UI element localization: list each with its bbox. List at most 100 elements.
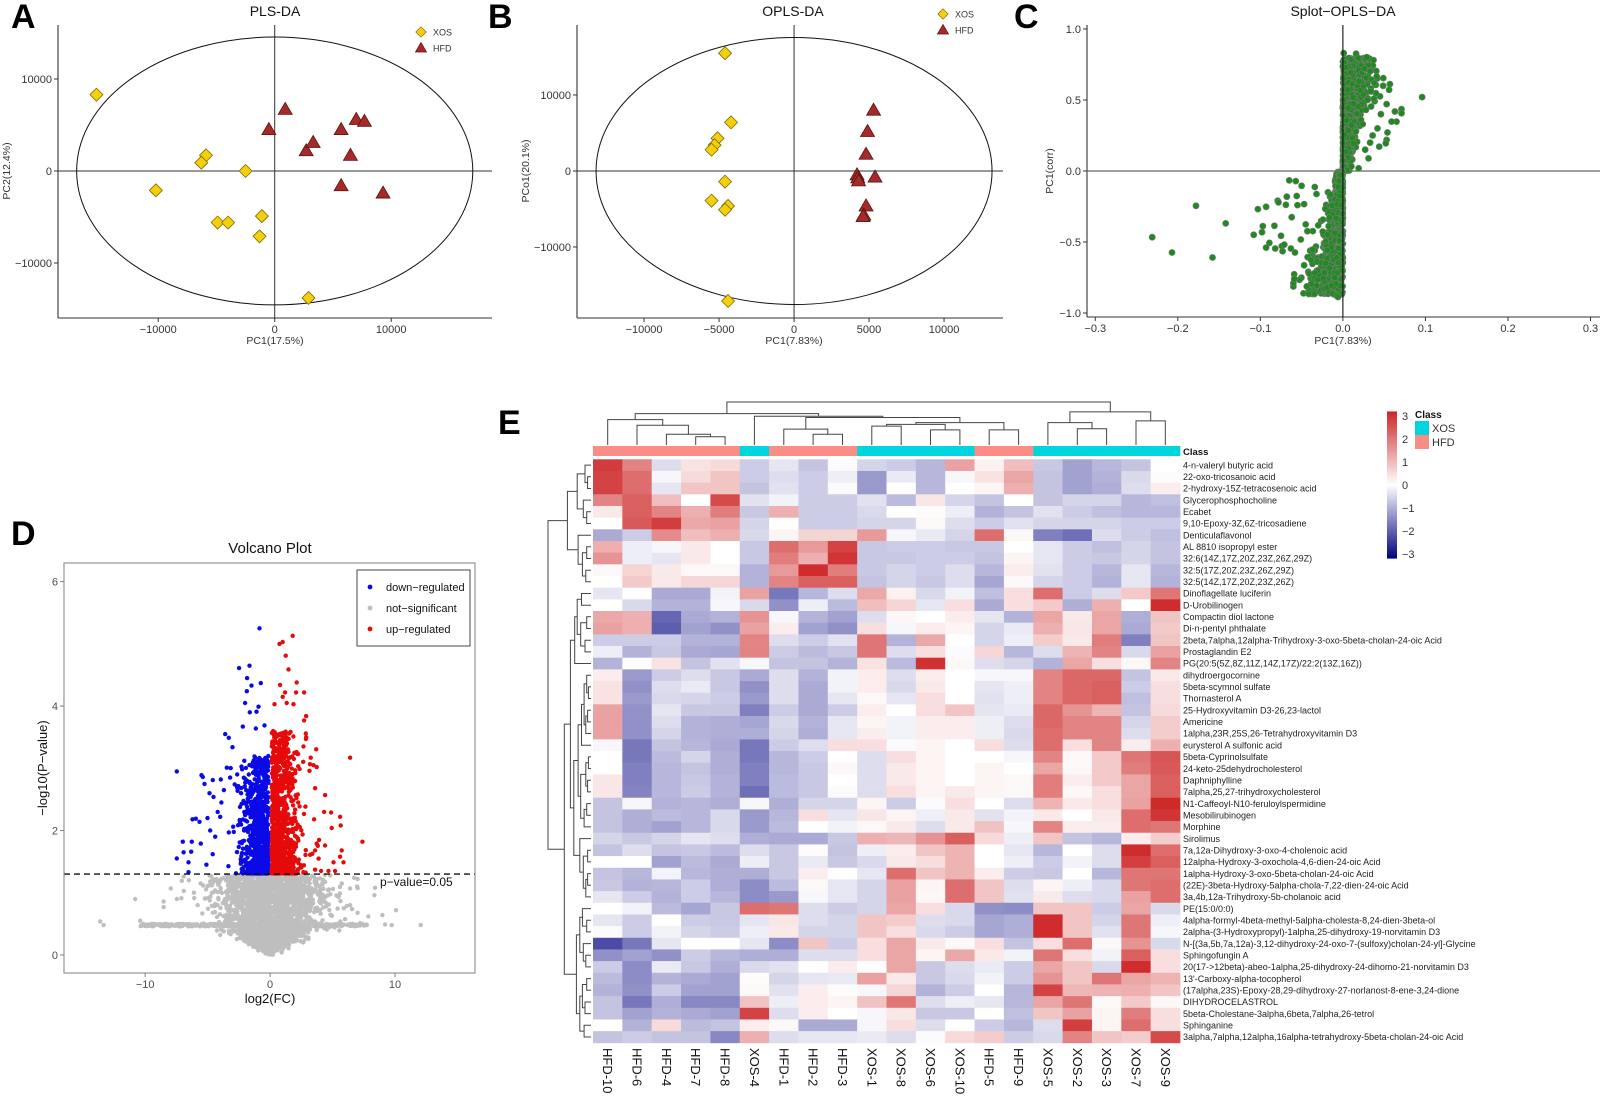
data-point (202, 896, 207, 901)
x-axis-label: PC1(7.83%) (1314, 335, 1371, 347)
data-point (1331, 229, 1339, 237)
data-point (248, 932, 253, 938)
data-point (165, 923, 170, 928)
data-point (208, 921, 214, 927)
data-point (297, 922, 302, 928)
data-point (325, 893, 330, 898)
data-point (264, 942, 269, 947)
data-point (332, 925, 337, 930)
data-point (335, 906, 340, 911)
data-point (205, 906, 211, 911)
data-point-triangle (855, 208, 871, 223)
data-point (1271, 245, 1279, 252)
series-xos (89, 87, 316, 306)
data-point (1391, 108, 1399, 115)
legend-marker-triangle (414, 41, 428, 53)
data-point (318, 911, 323, 916)
data-point (336, 893, 341, 899)
data-point (271, 908, 276, 913)
data-point (273, 904, 279, 909)
data-point (246, 886, 251, 891)
data-point (1349, 134, 1356, 142)
data-point (311, 874, 317, 880)
legend-marker-diamond (415, 26, 427, 38)
data-point-diamond (717, 46, 733, 61)
data-point (263, 887, 268, 892)
data-point (133, 896, 138, 902)
data-point (224, 897, 229, 902)
data-point (1334, 183, 1342, 191)
data-point (1385, 86, 1393, 94)
data-point (201, 883, 206, 888)
data-point (174, 896, 179, 902)
data-point (389, 922, 394, 928)
chart-title: PLS-DA (250, 3, 301, 19)
data-point (231, 824, 236, 829)
data-point (239, 907, 245, 912)
data-point (346, 922, 351, 928)
y-axis-label: −log10(P−value) (35, 720, 50, 815)
data-point (364, 922, 369, 928)
y-tick-label: 0 (46, 166, 52, 178)
data-point (209, 903, 215, 908)
data-point (148, 923, 153, 928)
data-point (1361, 146, 1369, 154)
y-tick-label: −10000 (15, 258, 52, 270)
data-point (318, 896, 323, 901)
data-point (175, 922, 180, 928)
data-point (141, 923, 147, 928)
data-point (299, 896, 304, 901)
data-point (380, 912, 385, 918)
data-point (282, 926, 288, 932)
data-point (1292, 177, 1300, 185)
data-point (271, 923, 277, 928)
data-point (251, 909, 256, 915)
data-point (1327, 281, 1335, 289)
data-point (1350, 100, 1357, 107)
data-point (1344, 86, 1352, 94)
data-point (248, 937, 253, 943)
data-point (1327, 191, 1334, 199)
data-point (214, 928, 220, 933)
data-point (275, 931, 280, 936)
data-point (186, 878, 192, 883)
data-point (310, 923, 315, 928)
legend-label: HFD (955, 26, 974, 36)
panel-b-opls-da: B OPLS-DA PC1(7.83%) PCo1(20.1%) −10000−… (488, 0, 1003, 347)
data-point (1323, 246, 1331, 254)
data-point (263, 932, 268, 937)
data-point (263, 892, 268, 898)
y-tick-label: 1.0 (1066, 24, 1081, 36)
x-tick-label: −10000 (626, 324, 663, 336)
data-point (260, 923, 265, 928)
data-point (215, 902, 220, 908)
data-point (1355, 77, 1363, 85)
data-point (274, 900, 279, 905)
data-point-diamond (720, 293, 736, 309)
data-point-triangle (859, 123, 876, 137)
data-point (267, 918, 272, 923)
data-point-triangle (858, 146, 874, 160)
data-point (323, 904, 329, 909)
chart-title: OPLS-DA (762, 3, 824, 19)
series-hfd (261, 101, 391, 199)
data-point (290, 892, 295, 897)
panel-d-volcano: D Volcano Plot log2(FC) −log10(P−value) … (11, 515, 476, 1006)
data-point (1168, 249, 1176, 256)
data-point (1332, 214, 1340, 222)
data-point (168, 886, 173, 891)
data-point (203, 887, 209, 892)
data-point (310, 887, 315, 892)
data-point (366, 914, 371, 919)
series-hfd (849, 102, 883, 223)
chart-title: Splot−OPLS−DA (1290, 3, 1396, 19)
x-tick-label: 0.1 (1418, 323, 1433, 335)
data-point (1334, 293, 1342, 301)
series-xos (704, 46, 739, 309)
data-point (295, 918, 301, 923)
data-point (270, 939, 275, 944)
data-point (319, 922, 325, 928)
